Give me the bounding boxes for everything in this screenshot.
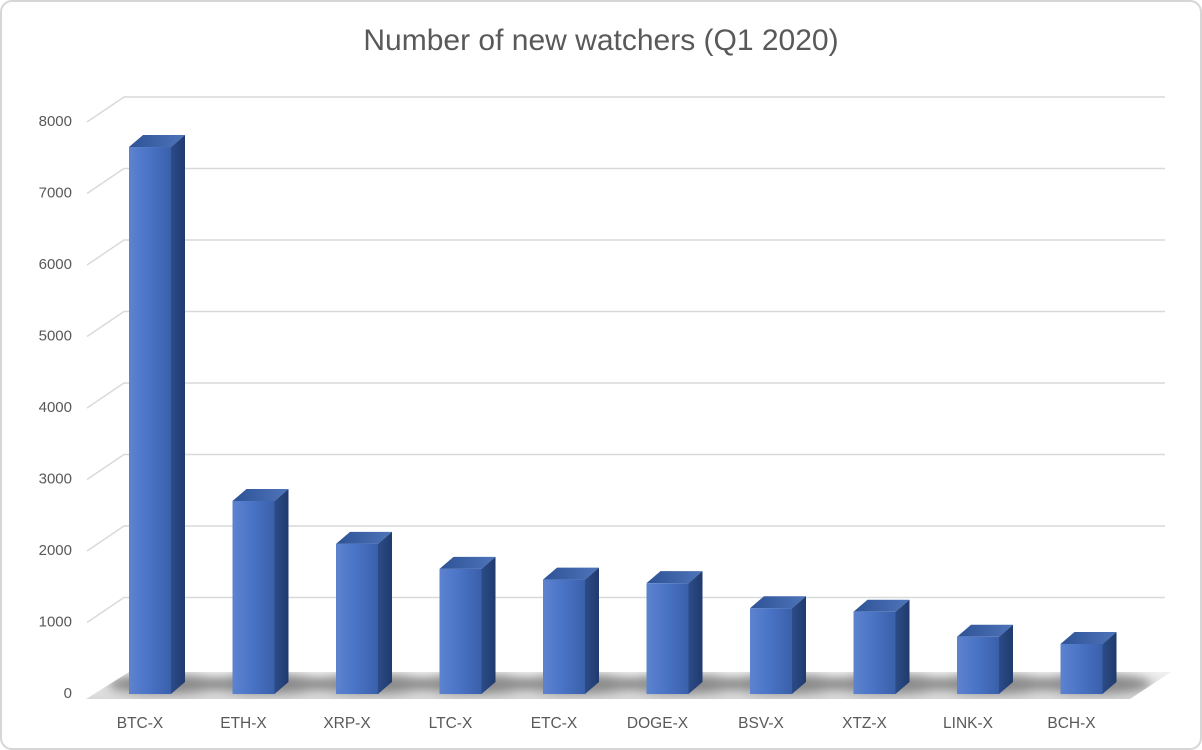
bar-top-face [129,135,185,148]
bar [336,531,392,694]
chart-title: Number of new watchers (Q1 2020) [363,24,839,57]
bar-top-face [750,596,806,609]
bar-top-face [1060,631,1117,644]
y-tick-label: 6000 [39,256,72,273]
bar-front-face [853,611,896,694]
bar-front-face [232,500,275,694]
bar [750,596,806,694]
bar-front-face [336,543,378,694]
bar-front-face [646,583,689,694]
category-label: ETH-X [220,715,267,732]
bar-top-face [957,624,1013,637]
bar [129,135,185,694]
y-tick-label: 7000 [39,184,72,201]
bar-side-face [481,556,496,694]
gridline [86,239,1165,266]
bar-side-face [585,567,599,694]
bar-side-face [999,624,1013,694]
bar-front-face [1060,643,1103,694]
category-label: BCH-X [1047,715,1096,732]
category-label: LTC-X [429,715,473,732]
bar [957,624,1013,694]
bar-side-face [895,599,910,694]
bar-side-face [792,596,806,694]
bar [1060,631,1117,694]
bar [543,567,599,694]
gridline [86,382,1165,409]
category-label: DOGE-X [627,715,689,732]
y-tick-label: 2000 [39,542,72,559]
gridline [86,96,1165,123]
bar-top-face [232,488,289,501]
bar [232,488,289,694]
bar-top-face [646,571,703,584]
bar-front-face [439,568,482,694]
bar [439,556,496,694]
bar [853,599,910,694]
bar-side-face [378,531,392,694]
bar-front-face [543,579,585,694]
gridline [86,453,1165,481]
gridline [86,310,1165,338]
y-tick-label: 1000 [39,613,72,630]
category-label: LINK-X [943,715,994,732]
gridline [86,167,1165,195]
bar-front-face [129,147,171,694]
bar-top-face [543,567,599,580]
y-tick-label: 4000 [39,399,72,416]
bar-side-face [1102,631,1117,694]
category-label: BTC-X [117,715,164,732]
bar-top-face [336,531,392,544]
y-tick-label: 8000 [39,113,72,130]
bar-side-face [688,571,703,694]
bar [646,571,703,694]
gridline [86,596,1165,624]
y-tick-label: 0 [64,685,72,702]
bar-top-face [439,556,496,569]
gridline [86,525,1165,552]
category-label: XTZ-X [842,715,887,732]
y-tick-label: 3000 [39,470,72,487]
bar-front-face [750,608,792,694]
category-label: BSV-X [738,715,784,732]
bar-side-face [274,488,289,694]
bar-front-face [957,636,999,694]
category-label: XRP-X [323,715,371,732]
bar-side-face [171,135,185,694]
category-label: ETC-X [531,715,578,732]
y-tick-label: 5000 [39,327,72,344]
bar-top-face [853,599,910,612]
